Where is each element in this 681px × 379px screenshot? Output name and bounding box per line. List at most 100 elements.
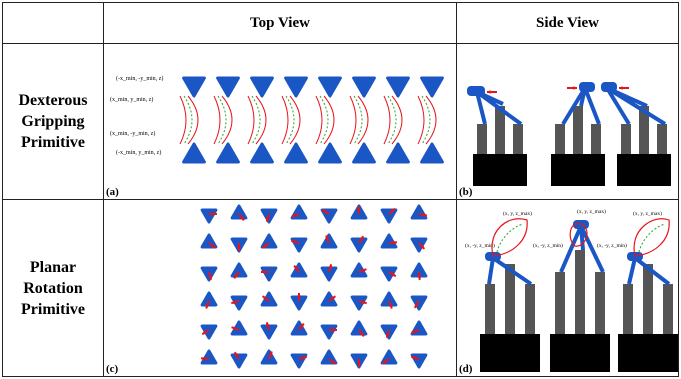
- d-column-2-1-link: [643, 264, 653, 334]
- rot-arrow-3-1-head: [231, 300, 236, 305]
- trajectory-left-5: [349, 95, 357, 145]
- trajectory-mid-5: [353, 95, 363, 145]
- annotation-d0: (x, y, z_max): [503, 210, 532, 217]
- robot-top-6: [386, 76, 410, 98]
- rot-arrow-5-6-head: [382, 360, 387, 364]
- rot-arrow-5-4-head: [331, 360, 336, 364]
- rot-robot-5-6: [380, 349, 398, 365]
- trajectory-mid-4: [319, 95, 329, 145]
- rot-arrow-5-1-head: [234, 352, 239, 357]
- column-1-2-base: [587, 154, 605, 186]
- rot-arrow-3-2-head: [262, 296, 267, 300]
- d-column-0-2-base: [520, 334, 540, 372]
- trajectory-left-0: [179, 95, 187, 145]
- robot-bottom-1: [216, 142, 240, 164]
- rot-arrow-1-4-head: [325, 235, 330, 240]
- rot-arrow-1-2-head: [262, 244, 267, 248]
- d-column-1-1-base: [570, 334, 590, 372]
- panel-a: (-x_min, -y_min, z) (x_min, y_min, z) (x…: [103, 43, 457, 200]
- robot-top-1: [216, 76, 240, 98]
- orbit-inner-d3: [638, 223, 666, 253]
- rot-arrow-3-7-head: [414, 303, 419, 308]
- rot-arrow-0-7-head: [423, 212, 427, 217]
- rot-arrow-3-4-head: [331, 296, 336, 300]
- rot-arrow-5-5-head: [357, 363, 361, 367]
- column-0-2-base: [509, 154, 527, 186]
- d-column-1-1-link: [575, 250, 585, 334]
- row-label-line: Primitive: [21, 300, 85, 318]
- trajectory-mid-3: [285, 95, 295, 145]
- trajectory-right-1: [221, 95, 233, 145]
- rot-arrow-5-0-head: [201, 356, 205, 361]
- rot-robot-3-6: [380, 291, 398, 307]
- rot-robot-5-0: [200, 349, 218, 365]
- trajectory-right-7: [425, 95, 437, 145]
- panel-d-tag: (d): [459, 363, 473, 375]
- rot-robot-0-1: [230, 204, 248, 220]
- panel-d-drawing: (x, y, z_max) (x, y, z_max) (x, y, z_max…: [465, 208, 678, 372]
- row-label-line: Primitive: [21, 134, 85, 151]
- rot-arrow-1-3-head: [291, 239, 296, 244]
- annotation-d5: (x, -y, z_min): [597, 242, 627, 249]
- rot-arrow-3-6-head: [388, 304, 393, 309]
- row-label-gripping: Dexterous Gripping Primitive: [2, 43, 104, 200]
- column-0-0-link: [477, 124, 487, 154]
- rot-arrow-2-2-head: [261, 270, 265, 274]
- d-column-0-0-link: [485, 284, 495, 334]
- trajectory-mid-7: [421, 95, 431, 145]
- d-column-2-1-base: [638, 334, 658, 372]
- d-column-2-0-link: [623, 284, 633, 334]
- robot-bottom-0: [182, 142, 206, 164]
- trajectory-right-5: [357, 95, 369, 145]
- rot-arrow-1-6-head: [393, 240, 397, 245]
- annotation-a2: (x_min, -y_min, z): [110, 130, 155, 137]
- d-column-0-0-base: [480, 334, 500, 372]
- robot-top-4: [318, 76, 342, 98]
- robot-top-2: [250, 76, 274, 98]
- rot-robot-1-2: [260, 233, 278, 249]
- robot-bottom-2: [250, 142, 274, 164]
- rot-arrow-3-3-head: [297, 293, 301, 297]
- annotation-d2: (x, y, z_max): [633, 210, 662, 217]
- column-1-1-base: [569, 154, 587, 186]
- d-column-1-0-base: [550, 334, 570, 372]
- panel-a-drawing: (-x_min, -y_min, z) (x_min, y_min, z) (x…: [110, 75, 444, 164]
- robot-bottom-5: [352, 142, 376, 164]
- trajectory-left-4: [315, 95, 323, 145]
- rot-robot-4-5: [350, 320, 368, 336]
- rot-arrow-3-5-head: [362, 300, 367, 305]
- panel-c-drawing: [200, 204, 428, 369]
- rot-robot-5-1: [230, 353, 248, 369]
- robot-bottom-6: [386, 142, 410, 164]
- panel-c-tag: (c): [106, 363, 119, 375]
- column-2-2-link: [657, 124, 667, 154]
- rot-arrow-4-4-head: [333, 328, 337, 332]
- rot-robot-5-4: [320, 349, 338, 365]
- rot-arrow-4-0-head: [202, 330, 207, 335]
- trajectory-right-0: [187, 95, 199, 145]
- column-1-1-link: [573, 106, 583, 154]
- trajectory-mid-1: [217, 95, 227, 145]
- rot-arrow-5-2-head: [268, 351, 273, 356]
- annotation-d1: (x, y, z_max): [577, 208, 606, 215]
- d-column-1-2-link: [595, 272, 605, 334]
- rot-robot-2-1: [230, 262, 248, 278]
- trajectory-left-7: [417, 95, 425, 145]
- d-column-0-2-link: [525, 284, 535, 334]
- robot-top-0: [182, 76, 206, 98]
- trajectory-left-6: [383, 95, 391, 145]
- column-2-1-base: [635, 154, 653, 186]
- rot-robot-3-7: [410, 295, 428, 311]
- rot-robot-2-4: [320, 266, 338, 282]
- column-0-1-link: [495, 106, 505, 154]
- panel-b-tag: (b): [459, 186, 473, 198]
- orbit-inner-d1: [496, 223, 524, 253]
- rot-arrow-4-7-head: [411, 329, 416, 334]
- row-label-line: Rotation: [23, 279, 83, 297]
- column-0-2-link: [513, 124, 523, 154]
- rot-arrow-0-6-head: [391, 208, 395, 213]
- panel-c: (c): [103, 199, 457, 377]
- annotation-a0: (-x_min, -y_min, z): [116, 75, 163, 82]
- robot-top-5: [352, 76, 376, 98]
- row-label-line: Planar: [29, 258, 77, 276]
